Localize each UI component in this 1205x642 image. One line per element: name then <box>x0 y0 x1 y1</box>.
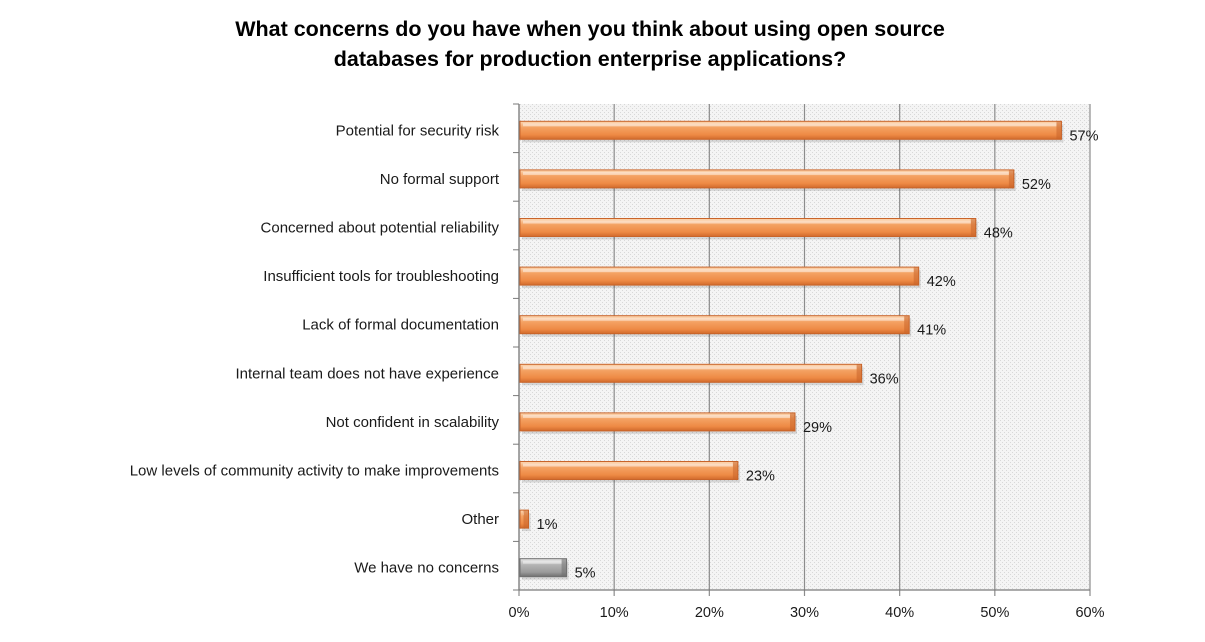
category-label-6: Not confident in scalability <box>326 414 500 431</box>
value-label-4: 41% <box>917 323 946 339</box>
bar-highlight-8 <box>523 512 524 516</box>
bar-highlight-7 <box>523 463 733 467</box>
x-tick-label-3: 30% <box>790 605 819 621</box>
value-label-5: 36% <box>870 371 899 387</box>
bar-end-0 <box>1056 121 1062 140</box>
bar-1 <box>519 169 1015 189</box>
value-label-2: 48% <box>984 226 1013 242</box>
category-label-9: We have no concerns <box>354 560 499 577</box>
value-label-0: 57% <box>1069 128 1098 144</box>
chart-title: What concerns do you have when you think… <box>150 14 1030 74</box>
bar-highlight-1 <box>523 171 1009 175</box>
category-label-8: Other <box>461 511 499 528</box>
value-label-7: 23% <box>746 469 775 485</box>
bar-highlight-9 <box>523 560 562 564</box>
category-label-2: Concerned about potential reliability <box>261 220 500 237</box>
category-label-5: Internal team does not have experience <box>235 365 499 382</box>
x-tick-label-0: 0% <box>509 605 530 621</box>
x-tick-label-4: 40% <box>885 605 914 621</box>
value-label-8: 1% <box>537 517 558 533</box>
category-label-0: Potential for security risk <box>336 122 500 139</box>
bar-end-1 <box>1008 169 1014 188</box>
chart-title-line-2: databases for production enterprise appl… <box>333 47 847 71</box>
bar-end-3 <box>913 267 919 286</box>
bar-highlight-4 <box>523 317 905 321</box>
x-tick-label-2: 20% <box>695 605 724 621</box>
bar-end-2 <box>970 218 976 237</box>
bar-highlight-5 <box>523 366 857 370</box>
bar-end-6 <box>789 412 795 431</box>
bar-highlight-2 <box>523 220 971 224</box>
bar-highlight-6 <box>523 414 790 418</box>
bar-highlight-0 <box>523 123 1057 127</box>
value-label-9: 5% <box>575 566 596 582</box>
category-label-1: No formal support <box>380 171 500 188</box>
x-tick-label-5: 50% <box>980 605 1009 621</box>
bar-end-4 <box>904 315 910 334</box>
value-label-3: 42% <box>927 274 956 290</box>
category-label-4: Lack of formal documentation <box>302 317 499 334</box>
bar-end-7 <box>732 461 738 480</box>
bar-end-9 <box>561 558 567 577</box>
value-label-6: 29% <box>803 420 832 436</box>
x-tick-label-1: 10% <box>600 605 629 621</box>
bar-highlight-3 <box>523 269 914 273</box>
category-label-3: Insufficient tools for troubleshooting <box>263 268 499 285</box>
category-label-7: Low levels of community activity to make… <box>130 463 499 480</box>
x-tick-label-6: 60% <box>1075 605 1104 621</box>
bar-end-8 <box>523 510 529 529</box>
value-label-1: 52% <box>1022 177 1051 193</box>
bar-end-5 <box>856 364 862 383</box>
chart-title-line-1: What concerns do you have when you think… <box>235 17 945 41</box>
